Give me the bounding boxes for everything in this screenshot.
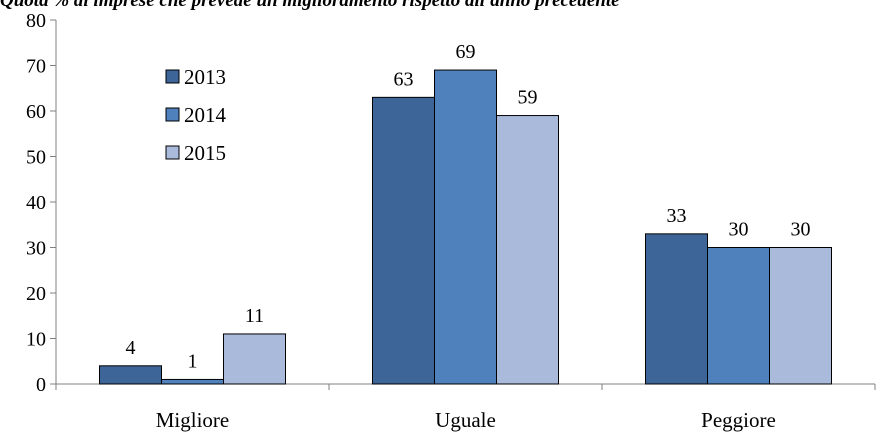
legend-swatch-2015 xyxy=(165,145,180,160)
bar-2015-uguale xyxy=(496,115,559,385)
y-tick-label: 20 xyxy=(26,283,46,305)
legend-swatch-2014 xyxy=(165,107,180,122)
data-label: 59 xyxy=(518,87,538,109)
x-category-label: Uguale xyxy=(435,408,496,432)
data-label: 30 xyxy=(791,219,811,241)
bar-2014-migliore xyxy=(161,378,224,385)
legend: 2013 2014 2015 xyxy=(165,65,227,165)
y-tick-label: 40 xyxy=(26,192,46,214)
y-tick-label: 50 xyxy=(26,147,46,169)
legend-label: 2014 xyxy=(184,103,227,127)
y-tick-label: 70 xyxy=(26,56,46,78)
bar-2013-peggiore xyxy=(645,233,708,385)
bar-2013-uguale xyxy=(372,96,435,385)
legend-label: 2015 xyxy=(184,141,226,165)
data-label: 4 xyxy=(126,337,136,359)
bar-2015-peggiore xyxy=(769,247,832,385)
chart-caption: Quota % di imprese che prevede un miglio… xyxy=(0,0,620,11)
bar-2015-migliore xyxy=(223,333,286,385)
legend-swatch-2013 xyxy=(165,69,180,84)
y-tick-label: 30 xyxy=(26,238,46,260)
y-tick-label: 0 xyxy=(36,374,46,396)
bar-2014-peggiore xyxy=(707,247,770,385)
legend-label: 2013 xyxy=(184,65,226,89)
x-category-label: Migliore xyxy=(156,408,230,432)
bar-2013-migliore xyxy=(99,365,162,385)
data-label: 1 xyxy=(188,350,198,372)
y-tick-label: 80 xyxy=(26,10,46,32)
data-label: 11 xyxy=(245,305,264,327)
axes: 0 10 20 30 40 50 60 70 80 Migliore Uguale Peggiore xyxy=(26,10,876,432)
data-label: 30 xyxy=(729,219,749,241)
data-label: 69 xyxy=(456,41,476,63)
bar-2014-uguale xyxy=(434,69,497,385)
data-label: 33 xyxy=(667,205,687,227)
bars xyxy=(99,69,832,385)
y-tick-label: 60 xyxy=(26,101,46,123)
x-category-label: Peggiore xyxy=(701,408,776,432)
y-tick-label: 10 xyxy=(26,329,46,351)
data-label: 63 xyxy=(394,68,414,90)
